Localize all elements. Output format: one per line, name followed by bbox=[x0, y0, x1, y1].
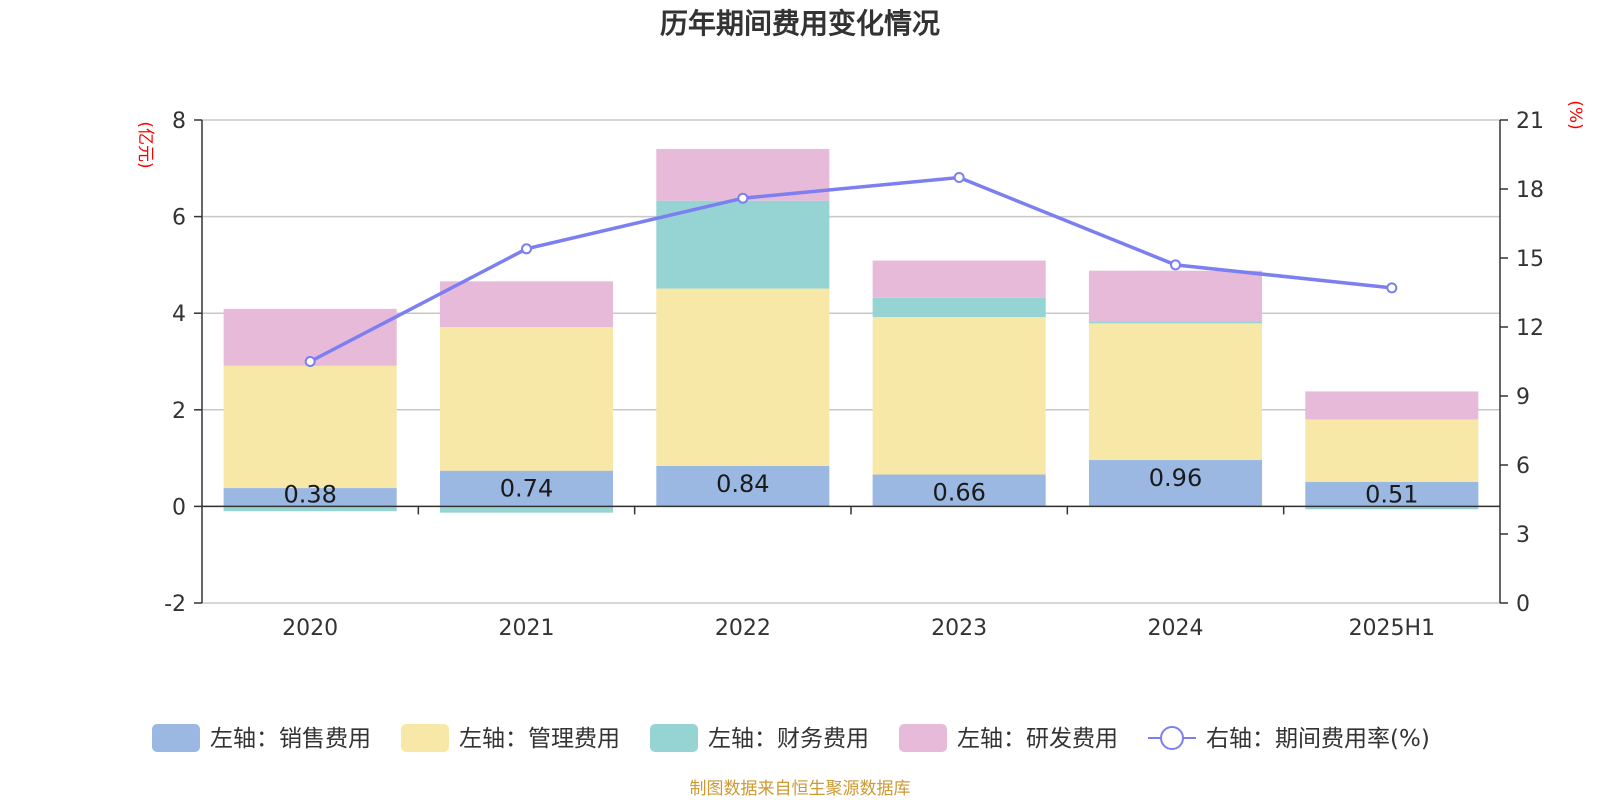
right-tick-label: 9 bbox=[1516, 385, 1530, 410]
legend-swatch bbox=[650, 724, 698, 752]
rate-point bbox=[1386, 282, 1398, 294]
rate-point bbox=[1170, 259, 1181, 271]
bar-2 bbox=[872, 317, 1046, 475]
bar-1 bbox=[656, 465, 830, 507]
bar-4 bbox=[1305, 391, 1479, 420]
category-label: 2023 bbox=[931, 616, 987, 641]
legend-label: 左轴：研发费用 bbox=[957, 726, 1118, 752]
bar-3 bbox=[1305, 506, 1479, 510]
right-tick-label: 3 bbox=[1516, 523, 1530, 548]
legend-swatch bbox=[152, 724, 200, 752]
bar-value-label: 0.74 bbox=[500, 475, 553, 503]
rate-point bbox=[737, 192, 749, 204]
right-tick-label: 21 bbox=[1516, 109, 1544, 134]
right-tick-label: 18 bbox=[1516, 178, 1544, 203]
bar-1 bbox=[223, 488, 397, 507]
legend-item-5[interactable]: 右轴：期间费用率(%) bbox=[1148, 726, 1430, 752]
bar-value-label: 0.66 bbox=[932, 479, 985, 507]
bar-2 bbox=[223, 365, 397, 489]
left-tick-label: 4 bbox=[172, 302, 186, 327]
bar-value-label: 0.38 bbox=[283, 480, 336, 508]
right-tick-label: 0 bbox=[1516, 592, 1530, 617]
left-tick-label: 0 bbox=[172, 495, 186, 520]
legend-label: 左轴：管理费用 bbox=[459, 726, 620, 752]
bar-4 bbox=[439, 281, 614, 328]
legend-item-1[interactable]: 左轴：销售费用 bbox=[152, 724, 371, 752]
bar-2 bbox=[1088, 323, 1263, 461]
bars bbox=[223, 148, 1479, 513]
right-axis-unit: (%) bbox=[1565, 100, 1585, 129]
bar-labels: 0.38 0.74 0.84 0.66 0.96 0.51 bbox=[283, 464, 1418, 508]
rate-line-path bbox=[309, 175, 1393, 364]
category-label: 2020 bbox=[282, 616, 338, 641]
bar-value-label: 0.84 bbox=[716, 470, 769, 498]
bar-3 bbox=[1088, 321, 1263, 324]
bar-1 bbox=[1088, 460, 1263, 507]
bar-4 bbox=[1088, 270, 1263, 322]
left-tick-label: 8 bbox=[172, 109, 186, 134]
bar-2 bbox=[1305, 419, 1479, 482]
legend-swatch bbox=[899, 724, 947, 752]
legend-item-4[interactable]: 左轴：研发费用 bbox=[899, 724, 1118, 752]
chart-title: 历年期间费用变化情况 bbox=[660, 7, 940, 40]
legend-label: 右轴：期间费用率(%) bbox=[1206, 726, 1430, 752]
legend: 左轴：销售费用 左轴：管理费用 左轴：财务费用 左轴：研发费用 右轴：期间费用率(%) bbox=[152, 724, 1430, 752]
bar-4 bbox=[872, 260, 1046, 298]
legend-item-2[interactable]: 左轴：管理费用 bbox=[401, 724, 620, 752]
left-axis-unit: (亿元) bbox=[135, 121, 155, 168]
category-label: 2025H1 bbox=[1349, 616, 1436, 641]
category-label: 2024 bbox=[1148, 616, 1204, 641]
left-tick-label: -2 bbox=[164, 592, 186, 617]
legend-item-3[interactable]: 左轴：财务费用 bbox=[650, 724, 869, 752]
bar-value-label: 0.51 bbox=[1365, 480, 1418, 508]
legend-marker bbox=[1160, 726, 1184, 750]
bar-3 bbox=[439, 506, 614, 513]
bar-value-label: 0.96 bbox=[1149, 464, 1202, 492]
bar-3 bbox=[872, 297, 1046, 318]
bar-1 bbox=[872, 474, 1046, 507]
category-label: 2022 bbox=[715, 616, 771, 641]
bar-1 bbox=[439, 470, 614, 507]
rate-line bbox=[304, 172, 1398, 367]
bar-3 bbox=[223, 506, 397, 512]
rate-point bbox=[304, 356, 316, 367]
bar-1 bbox=[1305, 481, 1479, 507]
legend-swatch bbox=[401, 724, 449, 752]
rate-point bbox=[521, 243, 532, 255]
rate-point bbox=[953, 172, 965, 183]
source-note: 制图数据来自恒生聚源数据库 bbox=[690, 779, 911, 799]
right-tick-label: 12 bbox=[1516, 316, 1544, 341]
axes: -2 0 2 4 6 8 0 3 6 9 12 15 18 21 2020 2021 2022 2023 2024 2… bbox=[164, 109, 1544, 641]
left-tick-label: 6 bbox=[172, 206, 186, 231]
bar-2 bbox=[656, 288, 830, 466]
right-tick-label: 6 bbox=[1516, 454, 1530, 479]
category-label: 2021 bbox=[499, 616, 555, 641]
legend-label: 左轴：财务费用 bbox=[708, 726, 869, 752]
right-tick-label: 15 bbox=[1516, 247, 1544, 272]
legend-label: 左轴：销售费用 bbox=[210, 726, 371, 752]
left-tick-label: 2 bbox=[172, 399, 186, 424]
bar-2 bbox=[439, 327, 614, 471]
bar-3 bbox=[656, 200, 830, 289]
